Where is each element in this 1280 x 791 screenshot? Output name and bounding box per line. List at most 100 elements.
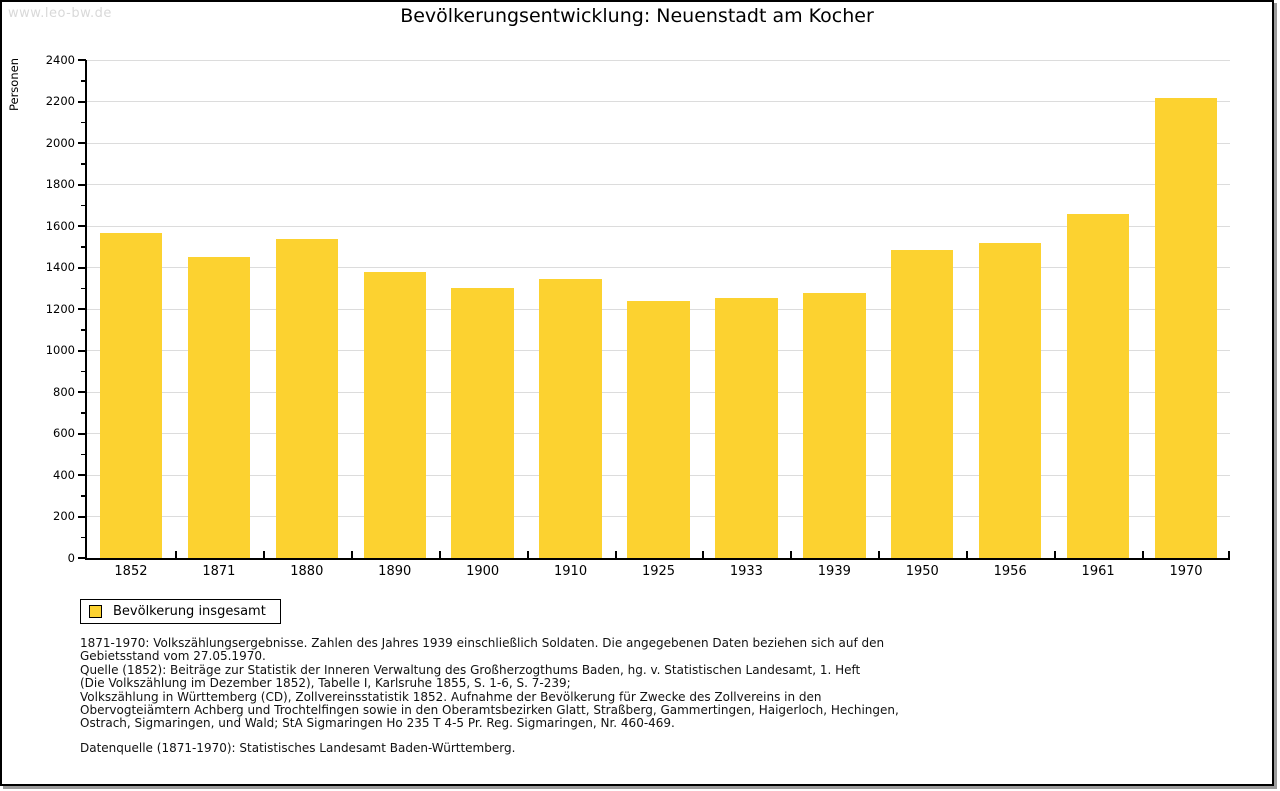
y-axis-tick (78, 142, 86, 144)
y-axis-tick (78, 225, 86, 227)
y-axis-minor-tick (81, 536, 86, 538)
bar (363, 272, 426, 558)
x-axis-tick-label: 1950 (905, 564, 939, 579)
footnote-line: Quelle (1852): Beiträge zur Statistik de… (80, 662, 861, 677)
x-axis-tick (174, 551, 177, 558)
y-axis-minor-tick (81, 287, 86, 289)
page-title: Bevölkerungsentwicklung: Neuenstadt am K… (400, 5, 874, 27)
y-axis-tick-label: 0 (67, 550, 75, 565)
y-axis-tick-label: 1400 (45, 260, 75, 274)
footnote-line: Obervogteiämtern Achberg und Trochtelfin… (80, 703, 899, 718)
x-axis-tick (614, 551, 617, 558)
gridline (87, 101, 1230, 102)
x-axis-tick-label: 1939 (817, 564, 851, 579)
bar (1154, 97, 1218, 558)
y-axis-tick-label: 2400 (45, 52, 75, 67)
y-axis-tick-label: 400 (53, 467, 75, 482)
y-axis-tick (78, 266, 86, 269)
bar (803, 293, 866, 558)
y-axis-tick (78, 59, 86, 61)
legend-swatch-icon (89, 605, 102, 618)
y-axis-tick-label: 1000 (45, 343, 75, 357)
x-axis-tick-label: 1910 (554, 564, 588, 579)
bar (891, 250, 954, 558)
y-axis-minor-tick (81, 80, 86, 82)
footnote-line: Ostrach, Sigmaringen, und Wald; StA Sigm… (80, 716, 675, 731)
bar (451, 288, 514, 558)
y-axis-tick (78, 100, 86, 103)
bar (627, 301, 690, 558)
y-axis-tick-label: 1200 (45, 301, 75, 316)
bar (978, 243, 1042, 558)
legend: Bevölkerung insgesamt (80, 599, 281, 624)
y-axis-tick (78, 183, 86, 186)
y-axis-tick-label: 200 (53, 509, 75, 523)
x-axis-tick-label: 1880 (290, 564, 324, 579)
y-axis-tick (78, 349, 86, 352)
x-axis-tick (702, 551, 705, 558)
footnote-line: (Die Volkszählung im Dezember 1852), Tab… (80, 676, 571, 691)
y-axis-minor-tick (81, 329, 86, 331)
x-axis-tick (526, 551, 529, 558)
x-axis-tick-label: 1956 (993, 564, 1027, 579)
x-axis-tick-label: 1933 (729, 564, 763, 579)
y-axis-tick (78, 391, 86, 393)
bar (715, 298, 778, 558)
watermark: www.leo-bw.de (8, 6, 112, 21)
y-axis-tick-label: 1800 (45, 177, 75, 191)
y-axis-tick (78, 432, 86, 435)
y-axis-minor-tick (81, 370, 86, 372)
bar (187, 256, 251, 558)
y-axis-tick (78, 308, 86, 310)
x-axis-tick-label: 1970 (1169, 564, 1203, 579)
gridline (87, 59, 1230, 61)
x-axis-tick-label: 1871 (202, 564, 236, 579)
datasource-note: Datenquelle (1871-1970): Statistisches L… (80, 741, 516, 755)
y-axis-tick-label: 2000 (45, 135, 75, 150)
y-axis-tick-label: 2200 (45, 94, 75, 108)
bar (1066, 213, 1130, 558)
gridline (87, 184, 1230, 185)
footnotes: 1871-1970: Volkszählungsergebnisse. Zahl… (80, 636, 899, 731)
y-axis-tick-label: 600 (53, 426, 75, 440)
gridline (87, 225, 1230, 227)
x-axis-tick-label: 1961 (1081, 564, 1115, 579)
y-axis-minor-tick (81, 495, 86, 497)
y-axis-minor-tick (81, 246, 86, 248)
x-axis-tick-label: 1852 (114, 564, 148, 579)
x-axis-tick-label: 1925 (641, 564, 676, 579)
y-axis-minor-tick (81, 204, 86, 206)
bar (275, 238, 339, 558)
x-axis-tick-label: 1890 (378, 564, 412, 579)
x-axis-tick (966, 551, 969, 558)
y-axis-tick (78, 557, 86, 559)
gridline (87, 267, 1230, 268)
y-axis-tick (78, 515, 86, 518)
footnote-line: 1871-1970: Volkszählungsergebnisse. Zahl… (80, 636, 885, 650)
y-axis-minor-tick (81, 163, 86, 165)
y-axis-tick-label: 800 (53, 384, 75, 399)
bar (539, 278, 602, 558)
x-axis-tick (1142, 551, 1145, 558)
x-axis-tick (878, 551, 881, 558)
y-axis-minor-tick (81, 453, 86, 455)
footnote-line: Volkszählung in Württemberg (CD), Zollve… (80, 689, 822, 704)
x-axis-tick-label: 1900 (466, 564, 500, 579)
y-axis-tick-label: 1600 (45, 218, 75, 233)
y-axis-title: Personen (7, 58, 21, 112)
footnote-line: Gebietsstand vom 27.05.1970. (80, 649, 266, 664)
x-axis-tick (438, 551, 441, 558)
x-axis-tick (1228, 551, 1230, 558)
y-axis-minor-tick (81, 412, 86, 414)
x-axis-tick (350, 551, 353, 558)
x-axis-tick (262, 551, 265, 558)
x-axis-tick (1054, 551, 1057, 558)
legend-label: Bevölkerung insgesamt (113, 604, 266, 619)
x-axis-tick (790, 551, 793, 558)
y-axis-tick (78, 474, 86, 476)
bar (99, 232, 163, 558)
gridline (87, 142, 1230, 144)
y-axis-minor-tick (81, 121, 86, 123)
plot-area: 0 200 400 600 800 1000 1200 1400 1600 1800 2000 220… (46, 54, 1230, 579)
